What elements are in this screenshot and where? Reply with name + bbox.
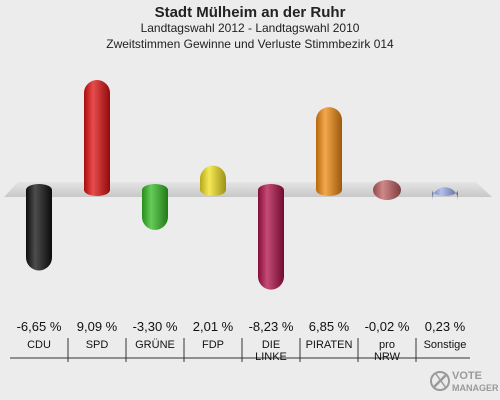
bar-1 [84,80,110,196]
value-label-4: -8,23 % [248,319,294,334]
category-label-6: pro NRW [359,339,415,363]
bar-7 [432,187,458,201]
value-label-0: -6,65 % [16,319,62,334]
category-label-1: SPD [69,339,125,351]
bar-6 [373,180,401,200]
category-label-5: PIRATEN [301,339,357,351]
category-label-line: SPD [85,339,109,351]
category-label-line: pro [379,339,395,351]
category-label-line: PIRATEN [305,339,353,351]
category-label-line: GRÜNE [135,339,175,351]
chart-subtitle-2: Zweitstimmen Gewinne und Verluste Stimmb… [106,37,394,51]
svg-text:VOTE: VOTE [452,370,482,382]
category-label-0: CDU [11,339,67,351]
category-label-3: FDP [185,339,241,351]
value-label-5: 6,85 % [308,319,350,334]
value-label-2: -3,30 % [132,319,178,334]
category-label-4: DIE LINKE [243,339,299,363]
bar-0 [26,184,52,271]
category-label-2: GRÜNE [127,339,183,351]
category-label-line: DIE [261,339,281,351]
value-label-3: 2,01 % [192,319,234,334]
category-label-line: FDP [202,339,224,351]
value-label-7: 0,23 % [424,319,466,334]
bar-5 [316,107,342,196]
bar-2 [142,184,168,230]
category-label-line: CDU [27,339,51,351]
bar-3 [200,165,226,196]
value-label-6: -0,02 % [364,319,410,334]
category-label-line: Sonstige [423,339,467,351]
bar-4 [258,184,284,290]
chart-title: Stadt Mülheim an der Ruhr [154,4,346,21]
category-label-line: NRW [373,351,401,363]
value-label-1: 9,09 % [76,319,118,334]
vote-manager-logo: VOTE MANAGER [430,370,498,393]
zero-band [4,182,492,197]
chart-subtitle-1: Landtagswahl 2012 - Landtagswahl 2010 [140,21,360,35]
svg-text:MANAGER: MANAGER [452,383,498,393]
category-label-line: LINKE [255,351,287,363]
category-label-7: Sonstige [417,339,473,351]
